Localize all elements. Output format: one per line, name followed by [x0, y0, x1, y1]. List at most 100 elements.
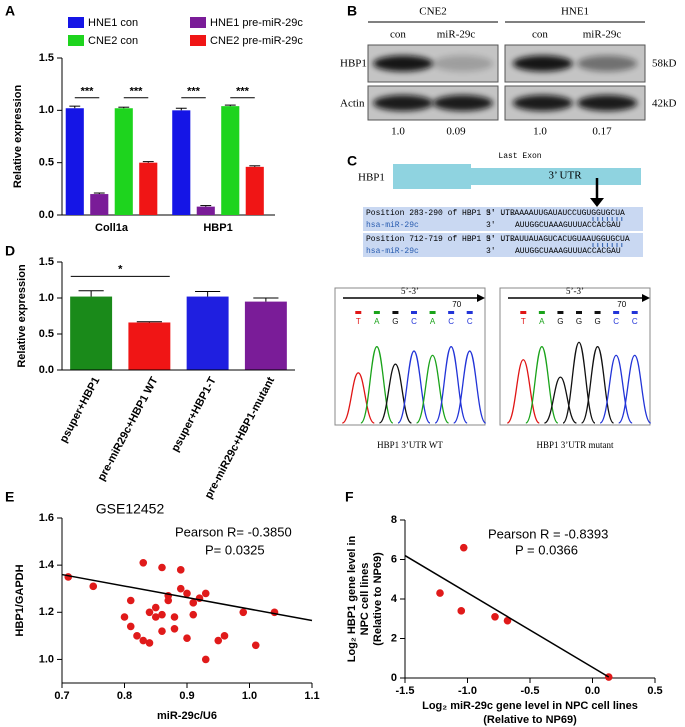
- y-tick-label: 4: [391, 593, 398, 605]
- trace-peak: [599, 354, 633, 424]
- bar: [244, 301, 287, 370]
- base-letter: C: [467, 317, 473, 326]
- x-axis-label: miR-29c/U6: [157, 710, 217, 722]
- x-tick-label: Coll1a: [95, 222, 129, 234]
- panel-letter: A: [5, 3, 15, 19]
- x-tick-label: psuper+HBP1-T: [169, 375, 219, 454]
- point: [126, 596, 135, 605]
- target-end: 5': [486, 209, 496, 218]
- point: [457, 607, 466, 615]
- significance-label: ***: [130, 86, 144, 98]
- base-tick: [576, 311, 582, 314]
- trace-peak: [341, 372, 375, 424]
- significance-label: *: [118, 263, 123, 275]
- position-label: 70: [452, 300, 461, 309]
- x-tick-label: 1.0: [242, 690, 257, 702]
- x-tick-label: 0.0: [585, 685, 600, 697]
- y-axis-label: NPC cell lines: [359, 563, 371, 636]
- trend-line: [61, 573, 313, 622]
- point: [145, 639, 154, 647]
- significance-label: ***: [187, 86, 201, 98]
- y-axis-label: HBP1/GAPDH: [14, 564, 26, 636]
- significance-label: ***: [81, 86, 95, 98]
- point: [491, 612, 499, 621]
- bar: [172, 110, 191, 215]
- legend-swatch: [68, 35, 84, 46]
- cell-line: HNE1: [561, 6, 589, 18]
- x-tick-label: 0.9: [179, 690, 194, 702]
- bar: [70, 296, 113, 370]
- blot-band: [373, 55, 434, 72]
- direction-arrowhead: [642, 294, 650, 302]
- x-tick-label: 0.8: [117, 690, 132, 702]
- y-tick-label: 1.4: [39, 559, 55, 571]
- row-label: Actin: [340, 98, 365, 110]
- panel-letter: E: [5, 489, 14, 505]
- utr-label: 3’ UTR: [548, 170, 582, 182]
- y-tick-label: 6: [391, 553, 397, 565]
- base-tick: [355, 311, 362, 314]
- base-tick: [594, 311, 601, 314]
- annotation: P= 0.0325: [205, 542, 265, 557]
- alignment-position: Position 283-290 of HBP1 3' UTR: [366, 209, 515, 218]
- alignment-position: Position 712-719 of HBP1 3' UTR: [366, 235, 515, 244]
- point: [145, 608, 154, 617]
- point: [239, 608, 248, 617]
- base-letter: G: [392, 317, 398, 326]
- target-seq: ...AUUAUAGUCACUGUAAUGGUGCUA: [500, 235, 630, 244]
- x-tick-label: 0.7: [54, 690, 69, 702]
- point: [170, 613, 179, 621]
- base-letter: T: [521, 317, 526, 326]
- bar: [245, 166, 264, 215]
- point: [139, 636, 148, 645]
- base-tick: [557, 311, 564, 314]
- mirna-name: hsa-miR-29c: [366, 247, 419, 256]
- blot-band: [373, 95, 434, 111]
- x-tick-label: 0.5: [647, 685, 662, 697]
- alignment-box: [363, 207, 643, 231]
- point: [189, 610, 198, 619]
- base-tick: [373, 311, 380, 314]
- cell-line: CNE2: [419, 6, 447, 18]
- mirna-name: hsa-miR-29c: [366, 221, 419, 230]
- target-end: 5': [486, 235, 496, 244]
- legend-swatch: [68, 17, 84, 28]
- point: [459, 543, 468, 552]
- bar: [196, 206, 215, 215]
- y-tick-label: 1.0: [39, 653, 54, 665]
- point: [183, 634, 191, 643]
- y-tick-label: 1.0: [39, 104, 54, 116]
- row-label: HBP1: [340, 58, 367, 70]
- y-tick-label: 0.0: [39, 364, 54, 376]
- y-tick-label: 0: [391, 672, 397, 684]
- mirna-seq: AUUGGCUAAAGUUUACCACGAU: [515, 247, 621, 256]
- y-tick-label: 8: [391, 514, 397, 526]
- panel-letter: C: [347, 153, 357, 169]
- direction-label: 5’-3’: [566, 286, 584, 296]
- bar: [90, 194, 109, 215]
- base-tick: [520, 311, 527, 314]
- y-tick-label: 0.5: [39, 328, 54, 340]
- mirna-seq: AUUGGCUAAAGUUUACCACGAU: [515, 221, 621, 230]
- x-tick-label: -1.5: [396, 685, 415, 697]
- size-label: 42kD: [652, 98, 677, 110]
- x-tick-label: -0.5: [521, 685, 540, 697]
- band-ratio: 1.0: [391, 126, 405, 138]
- bar: [65, 108, 84, 215]
- point: [151, 613, 160, 621]
- direction-label: 5’-3’: [401, 286, 419, 296]
- base-tick: [411, 311, 417, 314]
- legend-label: HNE1 pre-miR-29c: [210, 17, 303, 29]
- y-tick-label: 1.5: [39, 52, 54, 64]
- legend-label: CNE2 con: [88, 35, 138, 47]
- base-letter: A: [539, 317, 545, 326]
- point: [170, 624, 179, 633]
- trend-line: [404, 554, 610, 678]
- utr-box: [471, 168, 641, 185]
- legend-swatch: [190, 17, 206, 28]
- trace-peak: [415, 354, 450, 424]
- blot-band: [432, 55, 493, 72]
- legend-label: HNE1 con: [88, 17, 138, 29]
- x-tick-label: pre-miR29c+HBP1 WT: [96, 375, 161, 483]
- point: [120, 613, 129, 621]
